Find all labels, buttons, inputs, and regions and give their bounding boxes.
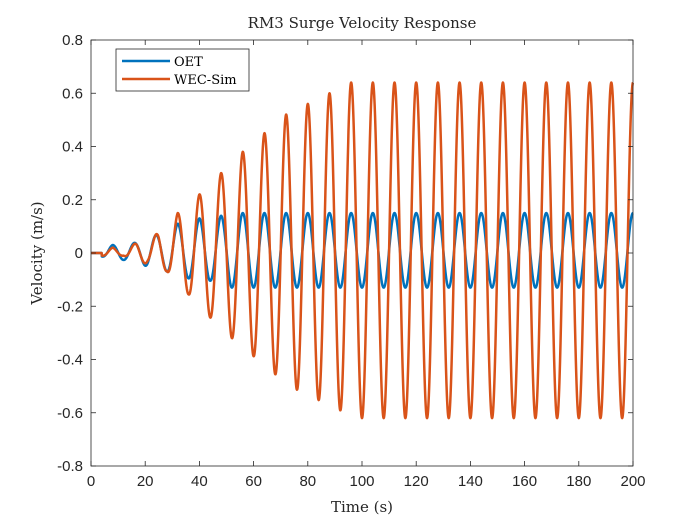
legend-label-wec-sim: WEC-Sim bbox=[174, 73, 237, 88]
legend-box bbox=[115, 48, 250, 92]
series-line-wec-sim bbox=[89, 81, 635, 420]
x-axis-ticks: 0 20 40 60 80 100 120 140 160 180 200 bbox=[87, 40, 646, 490]
x-tick-label: 40 bbox=[191, 473, 208, 490]
x-tick-label: 120 bbox=[404, 473, 429, 490]
legend: OET WEC-Sim bbox=[115, 48, 250, 92]
x-axis-label: Time (s) bbox=[331, 498, 393, 516]
y-axis-label: Velocity (m/s) bbox=[28, 201, 46, 305]
y-tick-label: -0.4 bbox=[57, 352, 83, 369]
y-tick-label: -0.2 bbox=[57, 298, 83, 315]
y-tick-label: -0.8 bbox=[57, 458, 83, 475]
series-layer bbox=[89, 81, 635, 420]
chart-title: RM3 Surge Velocity Response bbox=[248, 14, 477, 32]
x-tick-label: 80 bbox=[299, 473, 316, 490]
y-tick-label: 0.4 bbox=[62, 139, 83, 156]
plot-area bbox=[91, 40, 633, 466]
x-tick-label: 100 bbox=[349, 473, 374, 490]
y-tick-label: 0.2 bbox=[62, 192, 83, 209]
y-tick-label: 0.6 bbox=[62, 85, 83, 102]
y-tick-label: 0.8 bbox=[62, 32, 83, 49]
x-tick-label: 20 bbox=[137, 473, 154, 490]
x-tick-label: 180 bbox=[566, 473, 591, 490]
y-axis-ticks: -0.8 -0.6 -0.4 -0.2 0 0.2 0.4 0.6 0.8 bbox=[57, 32, 633, 475]
x-tick-label: 0 bbox=[87, 473, 95, 490]
legend-label-oet: OET bbox=[174, 55, 203, 70]
x-tick-label: 200 bbox=[620, 473, 645, 490]
x-tick-label: 60 bbox=[245, 473, 262, 490]
y-tick-label: -0.6 bbox=[57, 405, 83, 422]
x-tick-label: 140 bbox=[458, 473, 483, 490]
x-tick-label: 160 bbox=[512, 473, 537, 490]
y-tick-label: 0 bbox=[75, 245, 83, 262]
